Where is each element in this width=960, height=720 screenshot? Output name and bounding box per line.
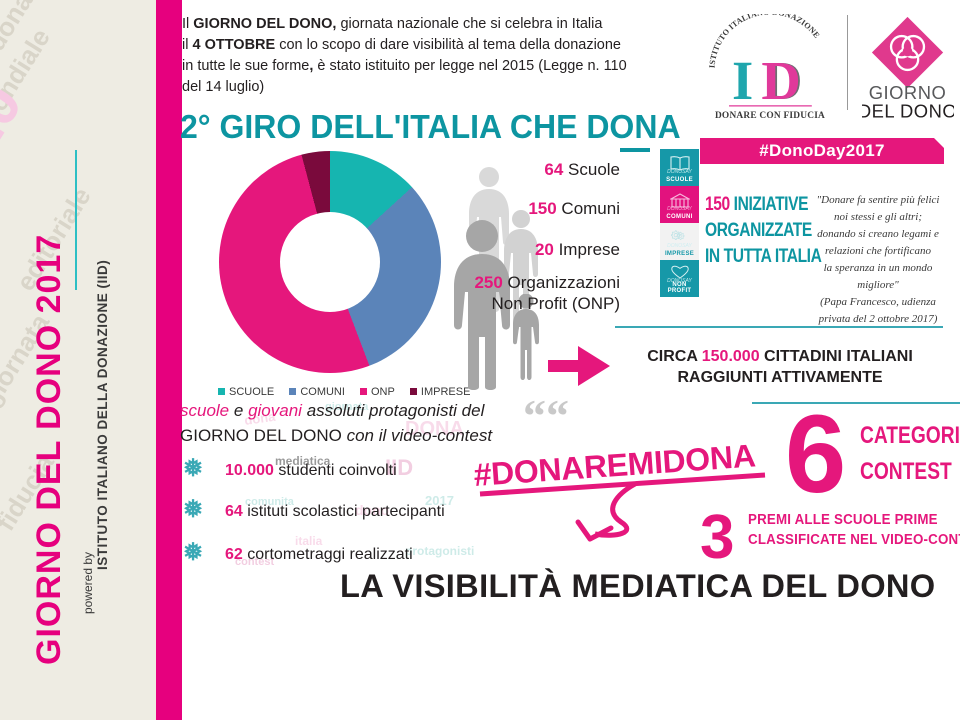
svg-text:I: I: [732, 50, 753, 111]
svg-text:D: D: [761, 50, 800, 111]
svg-text:DONARE CON FIDUCIA: DONARE CON FIDUCIA: [715, 111, 825, 121]
svg-text:protagonisti: protagonisti: [405, 544, 474, 558]
svg-text:DEL DONO: DEL DONO: [862, 100, 954, 121]
